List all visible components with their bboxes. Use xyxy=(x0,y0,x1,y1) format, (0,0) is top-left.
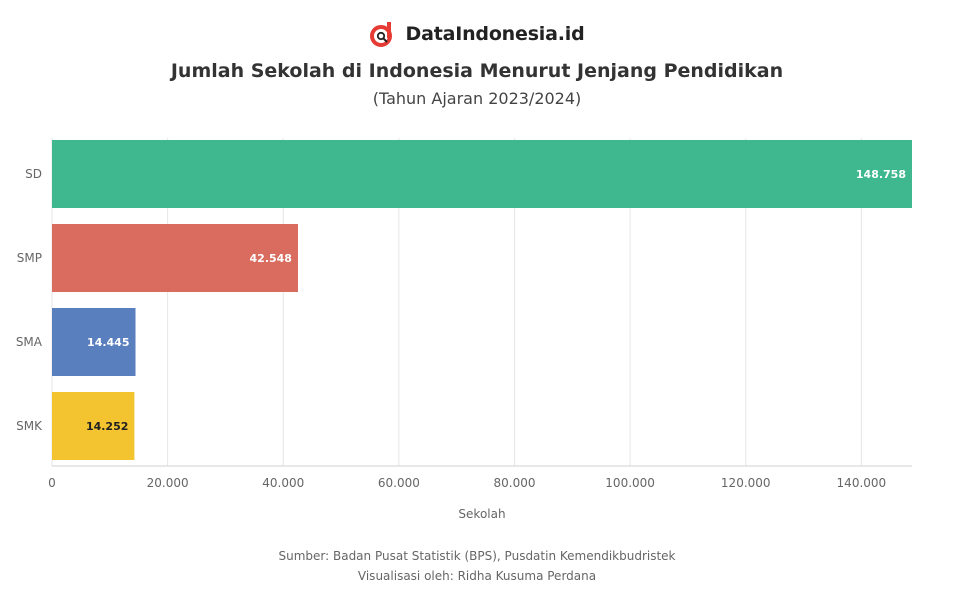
x-tick-label: 120.000 xyxy=(721,476,771,490)
bar-value-label: 14.252 xyxy=(86,420,128,433)
x-tick-label: 0 xyxy=(48,476,56,490)
brand-name: DataIndonesia.id xyxy=(405,23,585,45)
source-note: Sumber: Badan Pusat Statistik (BPS), Pus… xyxy=(278,549,676,563)
bar-smk xyxy=(52,392,135,460)
y-category-label: SMP xyxy=(17,251,42,265)
y-category-label: SMK xyxy=(16,419,43,433)
chart-title: Jumlah Sekolah di Indonesia Menurut Jenj… xyxy=(170,60,784,82)
bar-sma xyxy=(52,308,136,376)
x-tick-label: 100.000 xyxy=(605,476,655,490)
x-axis-label: Sekolah xyxy=(458,507,505,521)
brand-header: DataIndonesia.id xyxy=(0,20,954,48)
x-tick-label: 80.000 xyxy=(493,476,535,490)
bar-smp xyxy=(52,224,298,292)
bar-sd xyxy=(52,140,912,208)
bar-value-label: 148.758 xyxy=(856,168,906,181)
bar-value-label: 42.548 xyxy=(250,252,292,265)
dataindonesia-logo-icon xyxy=(369,22,392,47)
bar-value-label: 14.445 xyxy=(87,336,129,349)
x-tick-label: 140.000 xyxy=(837,476,887,490)
x-tick-label: 20.000 xyxy=(147,476,189,490)
label-layer: 148.758 42.548 14.445 14.252 xyxy=(86,168,906,433)
visualization-credit: Visualisasi oleh: Ridha Kusuma Perdana xyxy=(357,569,597,583)
chart-subtitle: (Tahun Ajaran 2023/2024) xyxy=(372,89,582,108)
bar-chart: 148.758 42.548 14.445 14.252 0 20.000 40.000 6… xyxy=(16,138,912,521)
x-tick-label: 40.000 xyxy=(262,476,304,490)
bar-layer xyxy=(52,140,912,460)
axis-layer: 0 20.000 40.000 60.000 80.000 100.000 120.000 1… xyxy=(16,167,912,521)
y-category-label: SD xyxy=(25,167,42,181)
y-category-label: SMA xyxy=(16,335,43,349)
x-tick-label: 60.000 xyxy=(378,476,420,490)
